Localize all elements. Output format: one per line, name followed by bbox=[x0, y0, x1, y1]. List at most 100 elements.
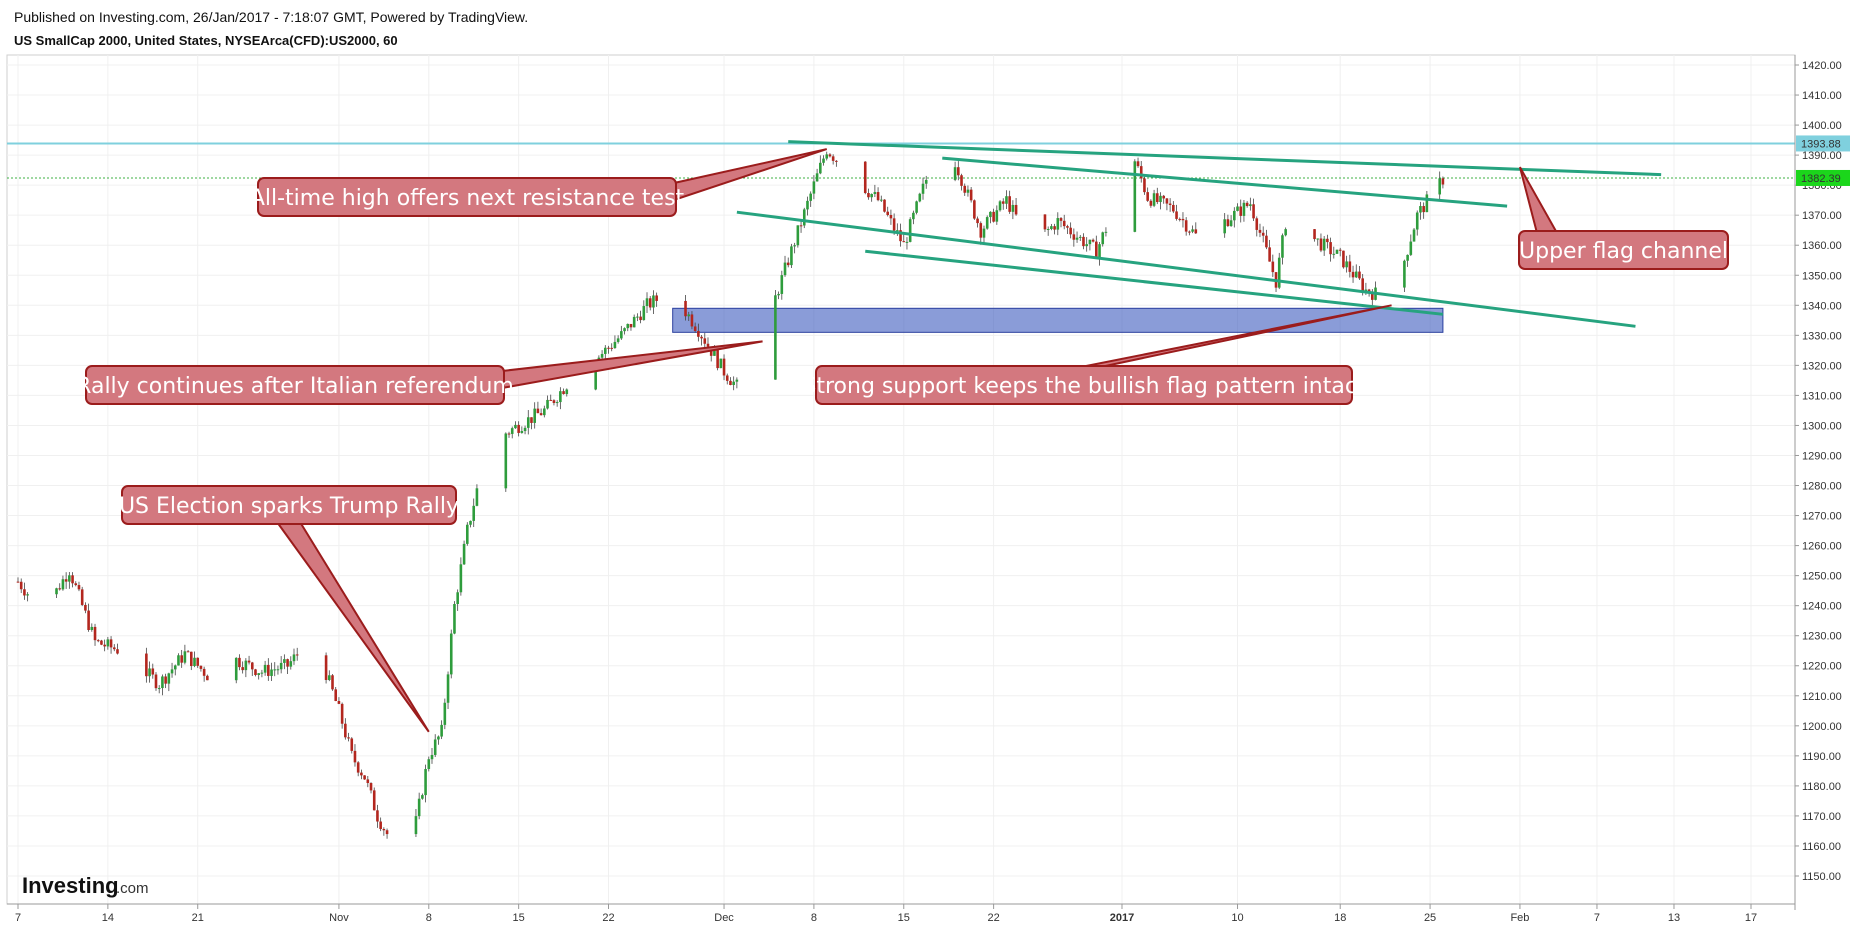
candle bbox=[1162, 194, 1166, 204]
candle-body bbox=[241, 667, 244, 671]
annotation-pointer bbox=[275, 521, 430, 733]
candle-body bbox=[1165, 198, 1169, 204]
candle-body bbox=[276, 669, 280, 671]
candle-body bbox=[873, 192, 877, 195]
candle-body bbox=[61, 579, 65, 590]
candle bbox=[1342, 250, 1345, 269]
candle bbox=[93, 623, 97, 646]
candle-body bbox=[446, 674, 450, 703]
candle bbox=[1101, 231, 1105, 247]
y-tick-label: 1410.00 bbox=[1802, 90, 1842, 102]
y-tick-label: 1240.00 bbox=[1802, 601, 1842, 613]
annotations: All-time high offers next resistance tes… bbox=[76, 148, 1729, 733]
candle-body bbox=[729, 380, 732, 386]
candle-body bbox=[103, 644, 106, 647]
y-tick-label: 1260.00 bbox=[1802, 541, 1842, 553]
candle bbox=[180, 649, 183, 668]
candle bbox=[1178, 217, 1182, 222]
candle bbox=[1143, 176, 1146, 195]
candle-body bbox=[883, 199, 886, 212]
x-tick-label: 2017 bbox=[1110, 912, 1134, 924]
candle-body bbox=[655, 295, 658, 301]
annotation-pointer bbox=[673, 148, 828, 202]
candle bbox=[809, 191, 812, 207]
candle-body bbox=[992, 211, 995, 222]
candle-body bbox=[559, 391, 562, 403]
candle bbox=[889, 209, 893, 225]
candle bbox=[905, 237, 909, 250]
candle bbox=[366, 775, 370, 788]
y-tick-label: 1270.00 bbox=[1802, 511, 1842, 523]
candle bbox=[510, 426, 514, 439]
annotation-box bbox=[121, 485, 457, 525]
candle bbox=[610, 343, 614, 352]
annotation-flag: Upper flag channel bbox=[1518, 166, 1729, 270]
candle-body bbox=[735, 379, 739, 382]
candle bbox=[1277, 252, 1281, 290]
y-tick-label: 1300.00 bbox=[1802, 420, 1842, 432]
candle-body bbox=[286, 659, 289, 667]
candle bbox=[87, 603, 90, 632]
candle bbox=[360, 769, 363, 780]
candle bbox=[835, 160, 838, 167]
candle-body bbox=[1406, 254, 1409, 261]
candle-body bbox=[636, 316, 639, 318]
candle bbox=[1345, 255, 1348, 273]
candle-body bbox=[100, 640, 103, 645]
y-tick-label: 1200.00 bbox=[1802, 721, 1842, 733]
candle bbox=[244, 658, 248, 678]
candle bbox=[1409, 234, 1413, 257]
candle bbox=[700, 334, 703, 346]
candle bbox=[555, 400, 559, 407]
candle bbox=[613, 335, 617, 349]
candle-body bbox=[161, 676, 164, 689]
candle bbox=[183, 644, 187, 665]
candle bbox=[1415, 210, 1419, 236]
candle bbox=[1085, 237, 1088, 252]
candle-body bbox=[1104, 231, 1108, 233]
candle bbox=[440, 720, 443, 740]
candle bbox=[443, 698, 447, 730]
candle-body bbox=[687, 314, 691, 317]
axes: 1150.00 1160.00 1170.00 1180.00 1190.00 1200.… bbox=[7, 55, 1850, 924]
candle-body bbox=[786, 262, 790, 266]
candle-body bbox=[369, 783, 373, 791]
annotation-pointer bbox=[1518, 166, 1559, 234]
candle-body bbox=[1354, 271, 1358, 278]
candle-body bbox=[382, 829, 386, 831]
candle-body bbox=[626, 323, 630, 329]
last-price-badge bbox=[1796, 169, 1850, 186]
candle bbox=[1268, 239, 1271, 262]
candle-body bbox=[331, 675, 334, 690]
candle-body bbox=[1322, 238, 1326, 251]
candle bbox=[173, 664, 177, 676]
candle-body bbox=[886, 211, 890, 216]
candle-body bbox=[725, 375, 729, 381]
candle-body bbox=[1326, 238, 1329, 243]
candle bbox=[77, 581, 81, 592]
y-tick-label: 1350.00 bbox=[1802, 270, 1842, 282]
candle-body bbox=[652, 295, 655, 308]
candle-body bbox=[1335, 249, 1339, 254]
candle bbox=[863, 161, 867, 195]
candle-body bbox=[289, 661, 293, 667]
candle bbox=[806, 196, 809, 216]
candle bbox=[876, 187, 880, 202]
candle bbox=[1088, 239, 1092, 251]
candle bbox=[732, 376, 735, 391]
candle-body bbox=[1425, 194, 1429, 213]
candle bbox=[164, 673, 167, 689]
annotation-election: US Election sparks Trump Rally bbox=[119, 485, 459, 733]
candle bbox=[1098, 241, 1101, 266]
y-tick-label: 1360.00 bbox=[1802, 240, 1842, 252]
candle bbox=[632, 314, 636, 328]
annotation-box bbox=[815, 365, 1353, 405]
candle-body bbox=[1178, 218, 1182, 220]
candle bbox=[908, 217, 912, 243]
candle-body bbox=[337, 700, 341, 704]
candle-body bbox=[472, 505, 476, 521]
candle-body bbox=[510, 428, 514, 434]
candle-body bbox=[1239, 206, 1243, 216]
candle bbox=[437, 735, 440, 745]
